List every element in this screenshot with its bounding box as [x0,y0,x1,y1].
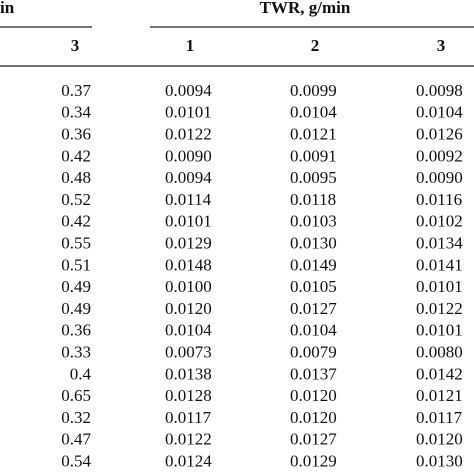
cell: 0.0128 [165,386,212,405]
cell: 0.0120 [165,299,212,318]
cell: 0.0142 [416,364,463,383]
cell: 0.0104 [290,103,337,122]
cell: 0.42 [61,146,91,165]
cell: 0.0099 [290,81,337,100]
cell: 0.55 [61,234,91,253]
cell: 0.0120 [290,386,337,405]
cell: 0.0122 [165,125,212,144]
cell: 0.0104 [416,103,463,122]
cell: 0.51 [61,255,91,274]
column-header: 3 [71,36,80,55]
cell: 0.0114 [165,190,212,209]
cell: 0.4 [70,364,92,383]
cell: 0.0079 [290,343,337,362]
cell: 0.37 [61,81,91,100]
cell: 0.36 [61,321,91,340]
column-header: 2 [311,36,320,55]
cell: 0.0100 [165,277,212,296]
cell: 0.0095 [290,168,337,187]
header-right: TWR, g/min [260,0,351,17]
cell: 0.0104 [290,321,337,340]
cell: 0.49 [61,299,91,318]
cell: 0.0117 [416,408,463,427]
cell: 0.0090 [416,168,463,187]
cell: 0.0102 [416,212,463,231]
cell: 0.0094 [165,168,212,187]
column-header: 1 [186,36,195,55]
cell: 0.0073 [165,343,212,362]
cell: 0.0130 [290,234,337,253]
cell: 0.34 [61,103,91,122]
cell: 0.0091 [290,146,337,165]
cell: 0.0101 [165,103,212,122]
cell: 0.32 [61,408,91,427]
cell: 0.0122 [165,430,212,449]
cell: 0.0124 [165,452,212,471]
cell: 0.0105 [290,277,337,296]
cell: 0.54 [61,452,91,471]
cell: 0.0121 [290,125,337,144]
cell: 0.33 [61,343,91,362]
cell: 0.65 [61,386,91,405]
cell: 0.0127 [290,299,337,318]
cell: 0.0137 [290,364,337,383]
cell: 0.0129 [165,234,212,253]
cell: 0.0116 [416,190,462,209]
cell: 0.0118 [290,190,336,209]
cell: 0.52 [61,190,91,209]
cell: 0.0101 [416,321,463,340]
cell: 0.0092 [416,146,463,165]
cell: 0.0141 [416,255,463,274]
cell: 0.47 [61,430,91,449]
cell: 0.0120 [290,408,337,427]
cell: 0.42 [61,212,91,231]
cell: 0.0094 [165,81,212,100]
cell: 0.0138 [165,364,212,383]
cell: 0.0121 [416,386,463,405]
cell: 0.36 [61,125,91,144]
cell: 0.0122 [416,299,463,318]
cell: 0.0101 [165,212,212,231]
cell: 0.0120 [416,430,463,449]
cell: 0.0134 [416,234,463,253]
cell: 0.0126 [416,125,463,144]
cell: 0.0090 [165,146,212,165]
cell: 0.0098 [416,81,463,100]
cell: 0.0103 [290,212,337,231]
column-header: 3 [437,36,446,55]
cell: 0.48 [61,168,91,187]
cell: 0.0117 [165,408,212,427]
cell: 0.49 [61,277,91,296]
cell: 0.0101 [416,277,463,296]
cell: 0.0149 [290,255,337,274]
cell: 0.0127 [290,430,337,449]
cell: 0.0130 [416,452,463,471]
header-left: in [0,0,15,17]
cell: 0.0104 [165,321,212,340]
cell: 0.0148 [165,255,212,274]
cell: 0.0129 [290,452,337,471]
cell: 0.0080 [416,343,463,362]
